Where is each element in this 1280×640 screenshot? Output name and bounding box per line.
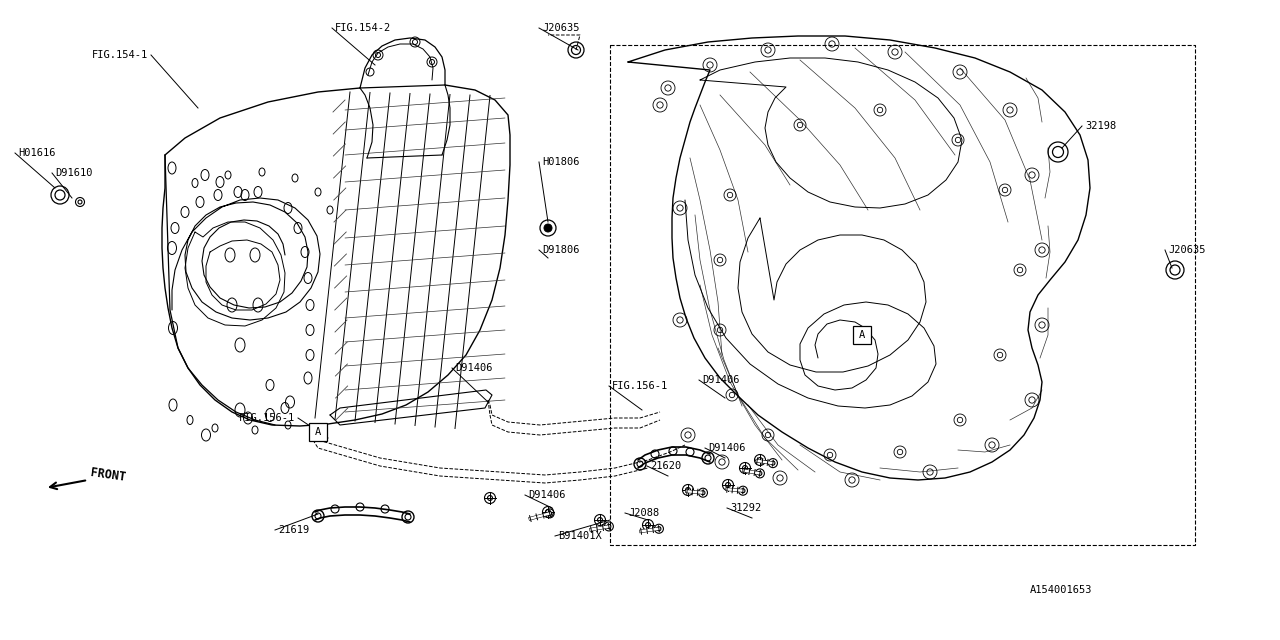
Text: D91406: D91406 [701, 375, 740, 385]
Text: A: A [859, 330, 865, 340]
Text: D91406: D91406 [708, 443, 745, 453]
Circle shape [544, 224, 552, 232]
Text: FIG.156-1: FIG.156-1 [612, 381, 668, 391]
Text: D91806: D91806 [541, 245, 580, 255]
Text: B91401X: B91401X [558, 531, 602, 541]
Text: J2088: J2088 [628, 508, 659, 518]
Text: FIG.154-2: FIG.154-2 [335, 23, 392, 33]
Text: 21619: 21619 [278, 525, 310, 535]
Text: D91406: D91406 [454, 363, 493, 373]
Text: 21620: 21620 [650, 461, 681, 471]
Text: H01806: H01806 [541, 157, 580, 167]
FancyBboxPatch shape [308, 423, 326, 441]
Text: J20635: J20635 [541, 23, 580, 33]
Text: 31292: 31292 [730, 503, 762, 513]
Text: D91610: D91610 [55, 168, 92, 178]
Text: FRONT: FRONT [90, 466, 127, 484]
Text: D91406: D91406 [529, 490, 566, 500]
Text: A154001653: A154001653 [1029, 585, 1092, 595]
Text: FIG.154-1: FIG.154-1 [92, 50, 148, 60]
Text: A: A [315, 427, 321, 437]
Text: FIG.156-1: FIG.156-1 [239, 413, 294, 423]
Text: 32198: 32198 [1085, 121, 1116, 131]
FancyBboxPatch shape [852, 326, 870, 344]
Text: J20635: J20635 [1169, 245, 1206, 255]
Text: H01616: H01616 [18, 148, 55, 158]
